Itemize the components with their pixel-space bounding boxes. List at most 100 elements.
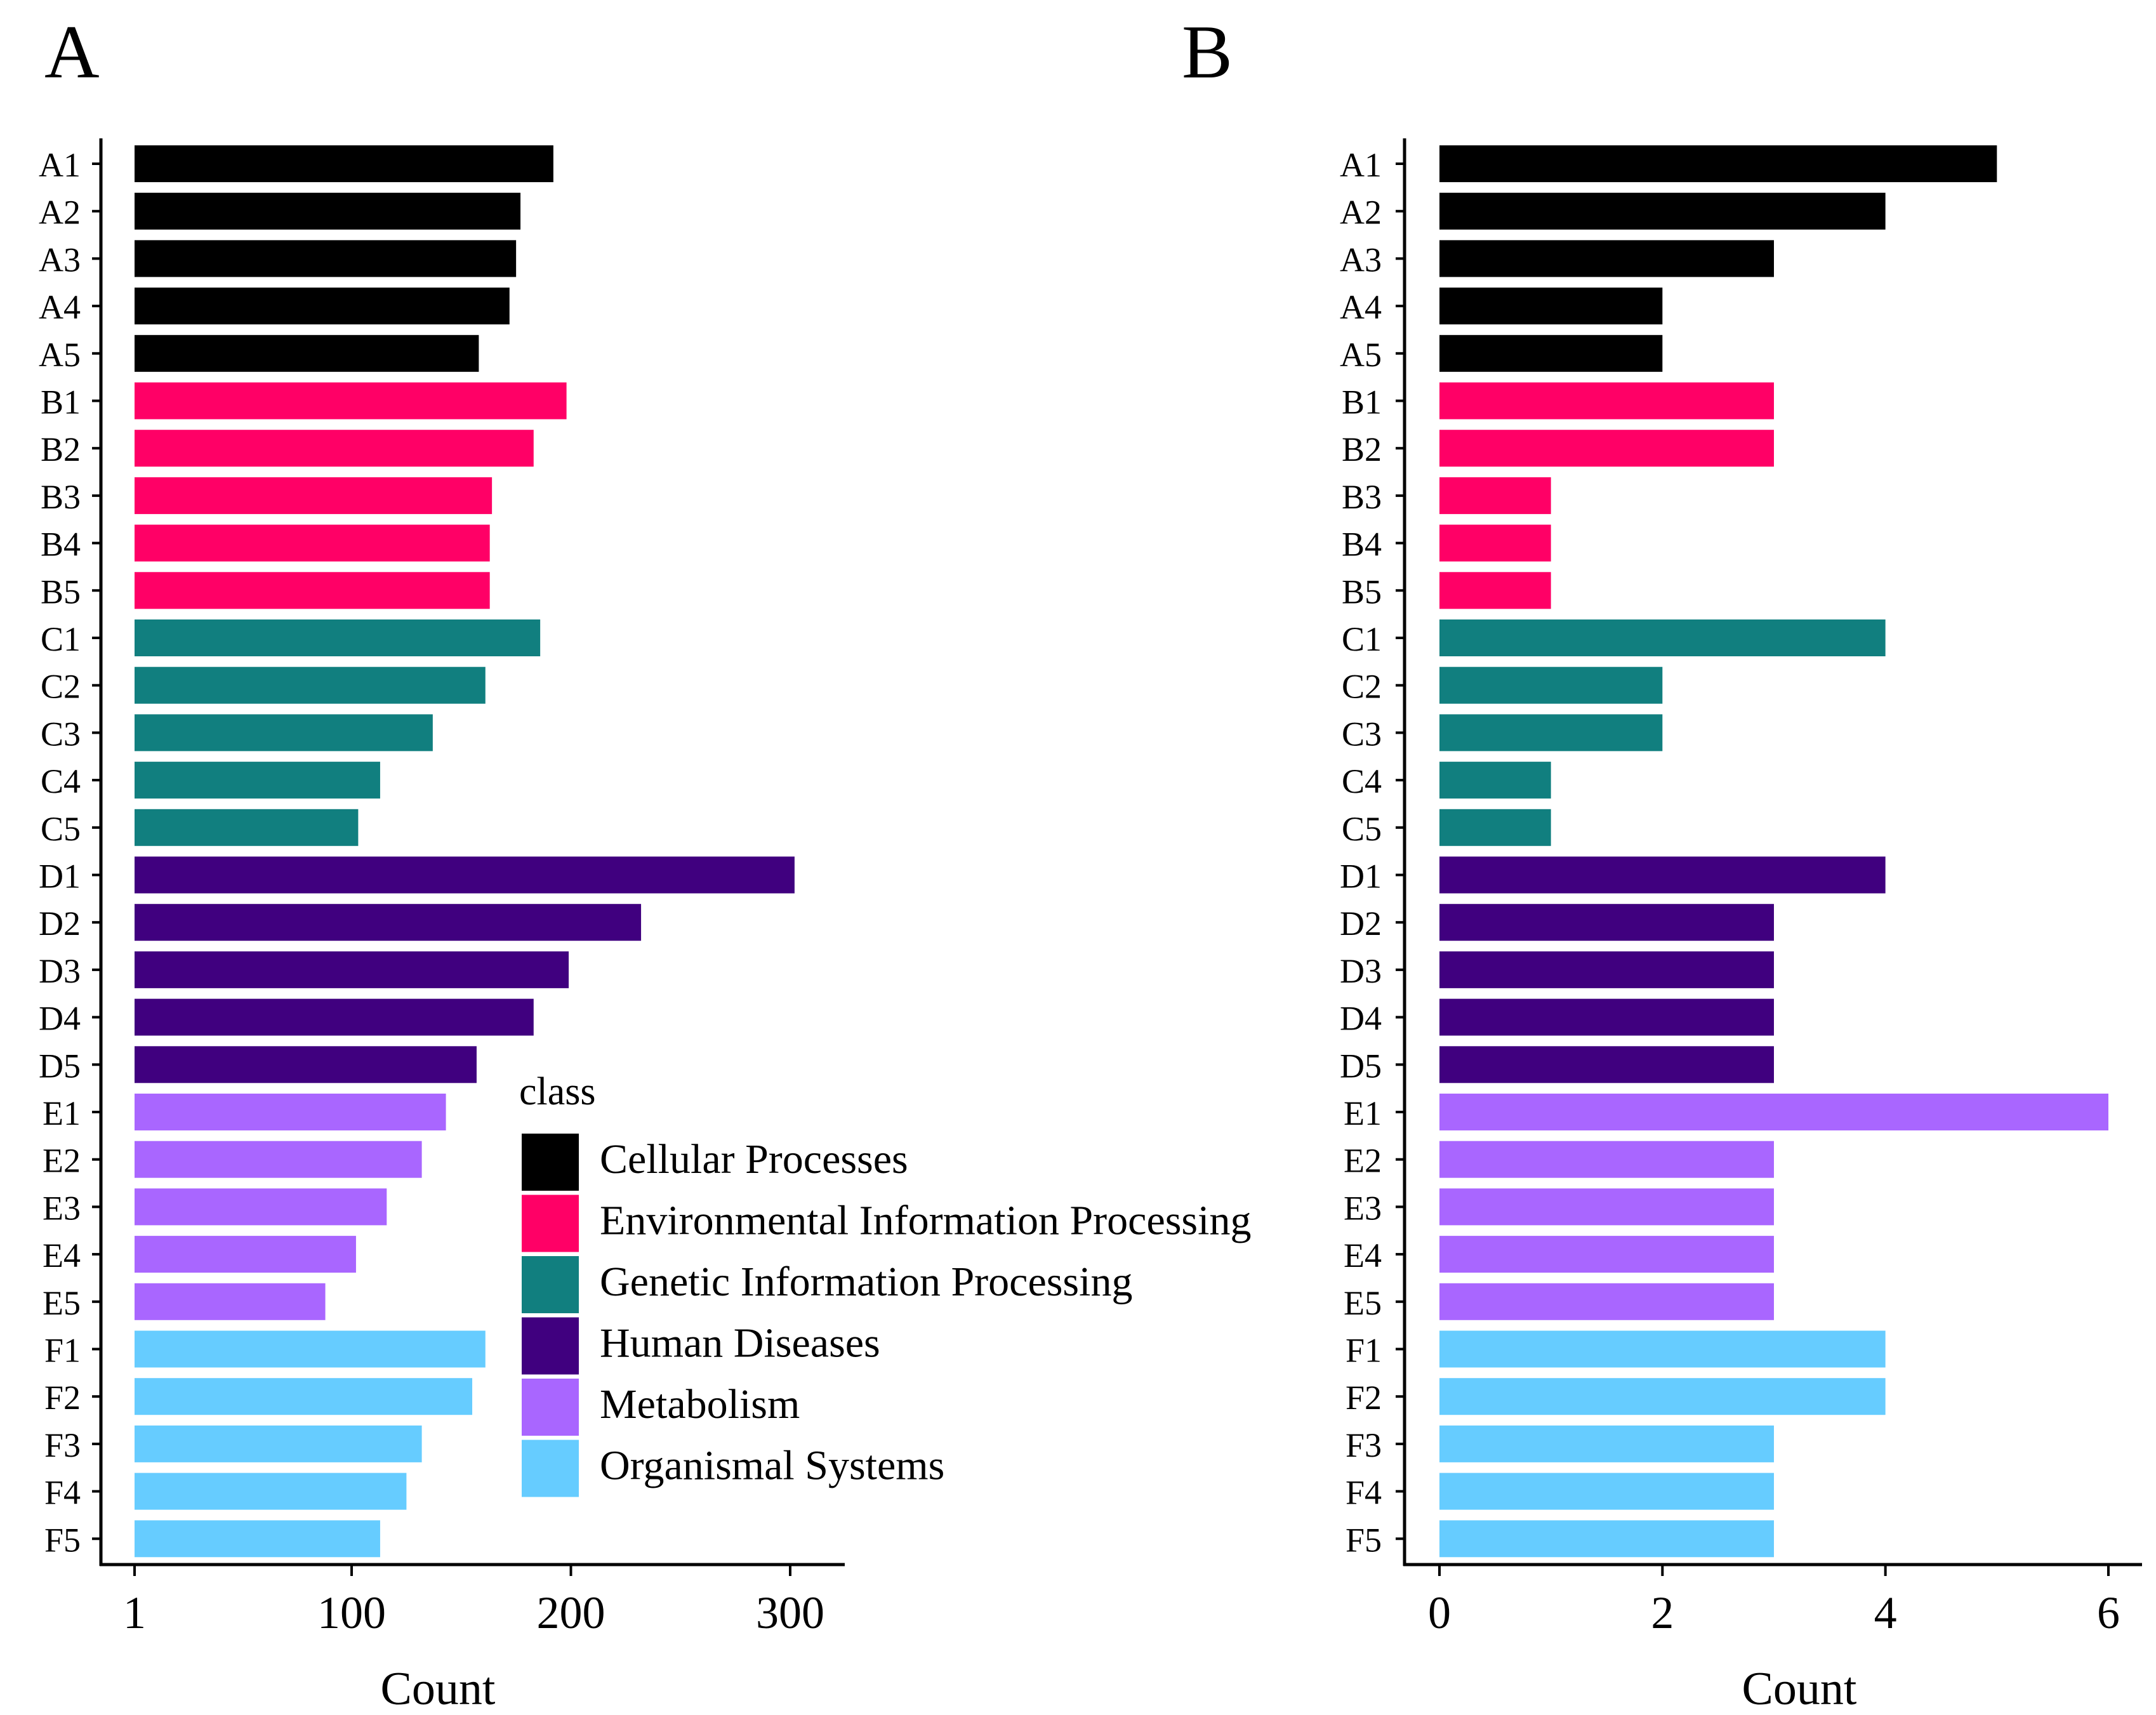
panel-b-bar-d4: [1439, 998, 1774, 1036]
panel-b-bar-e5: [1439, 1283, 1774, 1320]
panel-b-bar-f5: [1439, 1520, 1774, 1558]
panel-a-y-tick-label-b3: B3: [41, 478, 81, 516]
panel-b-bar-b1: [1439, 382, 1774, 420]
panel-a-y-tick-label-b2: B2: [41, 430, 81, 468]
legend-swatch-cellular-processes: [522, 1134, 579, 1191]
panel-a-y-tick-label-a1: A1: [39, 146, 81, 184]
panel-a-bar-b2: [135, 430, 534, 467]
panel-b-y-tick-label-f2: F2: [1346, 1379, 1382, 1417]
panel-a-bar-f4: [135, 1473, 407, 1510]
panel-a-y-tick-label-c3: C3: [41, 715, 81, 753]
panel-b-bar-a5: [1439, 334, 1663, 372]
panel-b-y-tick-label-b5: B5: [1342, 573, 1382, 611]
panel-b-y-tick-label-a1: A1: [1340, 146, 1382, 184]
panel-b-bar-f1: [1439, 1330, 1886, 1368]
panel-b-label: B: [1182, 10, 1233, 94]
panel-a-bar-d3: [135, 951, 569, 988]
panel-b-y-ticks: A1 A2 A3 A4 A5 B1 B2 B3 B4 B5 C1 C2 C3 C4 C5 D1 D2 D3 D4 D5…: [1340, 146, 1405, 1559]
panel-a-y-tick-label-f2: F2: [44, 1379, 81, 1417]
panel-a-bar-b4: [135, 524, 490, 562]
panel-b-y-tick-label-f4: F4: [1346, 1474, 1382, 1512]
legend-label-metabolism: Metabolism: [600, 1381, 800, 1427]
legend-swatch-genetic-information-processing: [522, 1256, 579, 1313]
panel-b-bar-e1: [1439, 1094, 2108, 1130]
panel-a-x-tick-label-1: 1: [123, 1587, 146, 1638]
legend-swatch-environmental-information-processing: [522, 1195, 579, 1252]
panel-a-y-tick-label-d5: D5: [39, 1047, 81, 1085]
panel-b-y-tick-label-d1: D1: [1340, 858, 1382, 896]
panel-a-y-tick-label-a5: A5: [39, 336, 81, 374]
legend-label-environmental-information-processing: Environmental Information Processing: [600, 1198, 1251, 1244]
panel-a-bar-e3: [135, 1188, 387, 1226]
panel-a-y-tick-label-c5: C5: [41, 810, 81, 848]
panel-b-y-tick-label-c3: C3: [1342, 715, 1382, 753]
panel-a-bar-d2: [135, 904, 642, 941]
panel-b-y-tick-label-f3: F3: [1346, 1426, 1382, 1464]
panel-a-bar-e1: [135, 1094, 446, 1130]
panel-b-bar-a4: [1439, 288, 1663, 325]
panel-a-x-tick-label-100: 100: [317, 1587, 386, 1638]
panel-b-y-tick-label-c5: C5: [1342, 810, 1382, 848]
panel-b-x-ticks: 0 2 4 6: [1428, 1565, 2120, 1638]
panel-b-bar-d2: [1439, 904, 1774, 941]
panel-b-x-axis-title: Count: [1742, 1663, 1857, 1715]
panel-a-y-tick-label-a3: A3: [39, 241, 81, 279]
panel-b-y-tick-label-a3: A3: [1340, 241, 1382, 279]
panel-b-bar-d1: [1439, 856, 1886, 894]
panel-b-bar-f3: [1439, 1425, 1774, 1462]
panel-b-y-tick-label-e1: E1: [1344, 1094, 1382, 1132]
panel-a-y-tick-label-c2: C2: [41, 668, 81, 706]
panel-b-y-tick-label-d4: D4: [1340, 1000, 1382, 1038]
panel-b-y-tick-label-e5: E5: [1344, 1284, 1382, 1322]
panel-b-bar-c4: [1439, 762, 1551, 799]
legend-label-human-diseases: Human Diseases: [600, 1320, 880, 1367]
panel-a-bar-a1: [135, 145, 553, 182]
panel-b-bar-c1: [1439, 619, 1886, 656]
panel-a-y-tick-label-e3: E3: [43, 1189, 81, 1227]
panel-b-bar-f4: [1439, 1473, 1774, 1510]
panel-a-bar-c3: [135, 714, 433, 752]
panel-a-bar-b1: [135, 382, 567, 420]
panel-a-bar-b3: [135, 477, 493, 514]
panel-b-y-tick-label-f1: F1: [1346, 1332, 1382, 1370]
legend: class Cellular Processes Environmental In…: [519, 1070, 1251, 1497]
panel-a-bar-chart: A A1A2A3A4A5B1B2B3B4B5C1C2C3C4C5D1D2D3D4…: [39, 10, 1251, 1715]
panel-b-bar-d5: [1439, 1046, 1774, 1083]
panel-a-bar-d1: [135, 856, 795, 894]
panel-b-y-tick-label-e4: E4: [1344, 1236, 1382, 1275]
panel-a-x-ticks: 1 100 200 300: [123, 1565, 824, 1638]
panel-a-y-tick-label-e5: E5: [43, 1284, 81, 1322]
panel-a-bar-d5: [135, 1046, 477, 1083]
panel-b-bar-b2: [1439, 430, 1774, 467]
panel-b-bar-a3: [1439, 240, 1774, 277]
panel-b-bar-e3: [1439, 1188, 1774, 1226]
panel-b-y-tick-label-f5: F5: [1346, 1521, 1382, 1559]
panel-b-y-tick-label-c4: C4: [1342, 762, 1382, 800]
panel-a-bar-a5: [135, 334, 479, 372]
panel-b-x-tick-label-0: 0: [1428, 1587, 1451, 1638]
panel-b-bar-f2: [1439, 1378, 1886, 1415]
panel-b-y-tick-label-a2: A2: [1340, 194, 1382, 232]
panel-a-bar-e5: [135, 1283, 326, 1320]
panel-a-bar-f3: [135, 1425, 422, 1462]
panel-a-y-tick-label-a2: A2: [39, 194, 81, 232]
panel-a-bar-c5: [135, 809, 359, 846]
panel-a-bar-f1: [135, 1330, 486, 1368]
panel-a-y-tick-label-b1: B1: [41, 383, 81, 421]
panel-b-x-tick-label-6: 6: [2097, 1587, 2120, 1638]
panel-b-bar-c2: [1439, 666, 1663, 704]
panel-b-bars: [1439, 145, 2108, 1558]
panel-b-x-tick-label-4: 4: [1874, 1587, 1897, 1638]
panel-a-y-tick-label-e4: E4: [43, 1236, 81, 1275]
panel-b-y-tick-label-b4: B4: [1342, 526, 1382, 564]
panel-a-y-tick-label-f3: F3: [44, 1426, 81, 1464]
panel-a-bar-d4: [135, 998, 534, 1036]
panel-b-bar-b4: [1439, 524, 1551, 562]
panel-b-y-tick-label-c2: C2: [1342, 668, 1382, 706]
panel-b-bar-e2: [1439, 1141, 1774, 1178]
legend-swatch-human-diseases: [522, 1317, 579, 1375]
panel-a-bar-a2: [135, 192, 521, 230]
panel-b-bar-b5: [1439, 572, 1551, 609]
panel-a-bar-c2: [135, 666, 486, 704]
legend-swatch-organismal-systems: [522, 1440, 579, 1497]
